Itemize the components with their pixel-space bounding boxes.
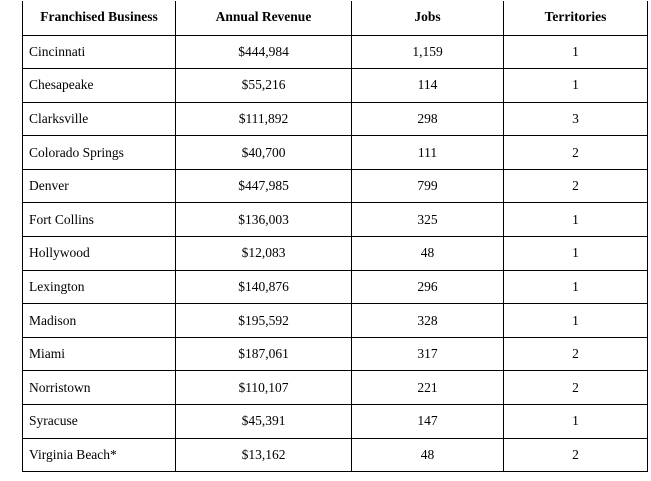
cell-annual-revenue: $136,003 — [175, 202, 352, 238]
cell-jobs: 48 — [351, 437, 504, 473]
table-row: Hollywood $12,083 48 1 — [22, 236, 648, 271]
cell-franchised-business: Miami — [22, 336, 176, 372]
cell-jobs: 799 — [351, 168, 504, 204]
cell-franchised-business: Hollywood — [22, 236, 176, 271]
table-row: Denver $447,985 799 2 — [22, 168, 648, 204]
cell-annual-revenue: $111,892 — [175, 101, 352, 137]
table-row: Virginia Beach* $13,162 48 2 — [22, 437, 648, 473]
table-row: Lexington $140,876 296 1 — [22, 269, 648, 305]
cell-annual-revenue: $13,162 — [175, 437, 352, 473]
table-row: Miami $187,061 317 2 — [22, 336, 648, 372]
table-row: Cincinnati $444,984 1,159 1 — [22, 34, 648, 70]
cell-franchised-business: Norristown — [22, 370, 176, 406]
cell-territories: 2 — [503, 336, 648, 372]
cell-franchised-business: Clarksville — [22, 101, 176, 137]
cell-franchised-business: Chesapeake — [22, 68, 176, 103]
cell-jobs: 114 — [351, 68, 504, 103]
cell-annual-revenue: $40,700 — [175, 135, 352, 170]
cell-franchised-business: Syracuse — [22, 404, 176, 439]
cell-territories: 1 — [503, 404, 648, 439]
table-row: Norristown $110,107 221 2 — [22, 370, 648, 406]
cell-territories: 2 — [503, 437, 648, 473]
table-header: Franchised Business Annual Revenue Jobs … — [22, 1, 648, 36]
cell-annual-revenue: $55,216 — [175, 68, 352, 103]
header-annual-revenue: Annual Revenue — [175, 1, 352, 36]
cell-territories: 1 — [503, 34, 648, 70]
table-row: Chesapeake $55,216 114 1 — [22, 68, 648, 103]
cell-territories: 1 — [503, 236, 648, 271]
franchise-table: Franchised Business Annual Revenue Jobs … — [22, 1, 648, 473]
cell-annual-revenue: $447,985 — [175, 168, 352, 204]
header-row: Franchised Business Annual Revenue Jobs … — [22, 1, 648, 36]
cell-territories: 3 — [503, 101, 648, 137]
cell-franchised-business: Madison — [22, 303, 176, 338]
cell-franchised-business: Fort Collins — [22, 202, 176, 238]
table-row: Madison $195,592 328 1 — [22, 303, 648, 338]
cell-jobs: 1,159 — [351, 34, 504, 70]
cell-franchised-business: Lexington — [22, 269, 176, 305]
table-row: Colorado Springs $40,700 111 2 — [22, 135, 648, 170]
cell-annual-revenue: $140,876 — [175, 269, 352, 305]
header-jobs: Jobs — [351, 1, 504, 36]
header-franchised-business: Franchised Business — [22, 1, 176, 36]
cell-franchised-business: Denver — [22, 168, 176, 204]
cell-annual-revenue: $110,107 — [175, 370, 352, 406]
cell-territories: 2 — [503, 370, 648, 406]
cell-territories: 1 — [503, 68, 648, 103]
cell-annual-revenue: $45,391 — [175, 404, 352, 439]
cell-jobs: 296 — [351, 269, 504, 305]
cell-territories: 1 — [503, 303, 648, 338]
cell-franchised-business: Colorado Springs — [22, 135, 176, 170]
table-row: Clarksville $111,892 298 3 — [22, 101, 648, 137]
cell-territories: 2 — [503, 135, 648, 170]
cell-jobs: 111 — [351, 135, 504, 170]
cell-annual-revenue: $12,083 — [175, 236, 352, 271]
cell-jobs: 317 — [351, 336, 504, 372]
table-row: Syracuse $45,391 147 1 — [22, 404, 648, 439]
cell-territories: 2 — [503, 168, 648, 204]
cell-annual-revenue: $195,592 — [175, 303, 352, 338]
cell-franchised-business: Virginia Beach* — [22, 437, 176, 473]
cell-jobs: 298 — [351, 101, 504, 137]
cell-jobs: 325 — [351, 202, 504, 238]
header-territories: Territories — [503, 1, 648, 36]
cell-jobs: 48 — [351, 236, 504, 271]
cell-annual-revenue: $444,984 — [175, 34, 352, 70]
cell-jobs: 147 — [351, 404, 504, 439]
table-row: Fort Collins $136,003 325 1 — [22, 202, 648, 238]
cell-territories: 1 — [503, 269, 648, 305]
cell-franchised-business: Cincinnati — [22, 34, 176, 70]
cell-territories: 1 — [503, 202, 648, 238]
cell-annual-revenue: $187,061 — [175, 336, 352, 372]
table-body: Cincinnati $444,984 1,159 1 Chesapeake $55,21… — [22, 34, 648, 473]
cell-jobs: 328 — [351, 303, 504, 338]
cell-jobs: 221 — [351, 370, 504, 406]
